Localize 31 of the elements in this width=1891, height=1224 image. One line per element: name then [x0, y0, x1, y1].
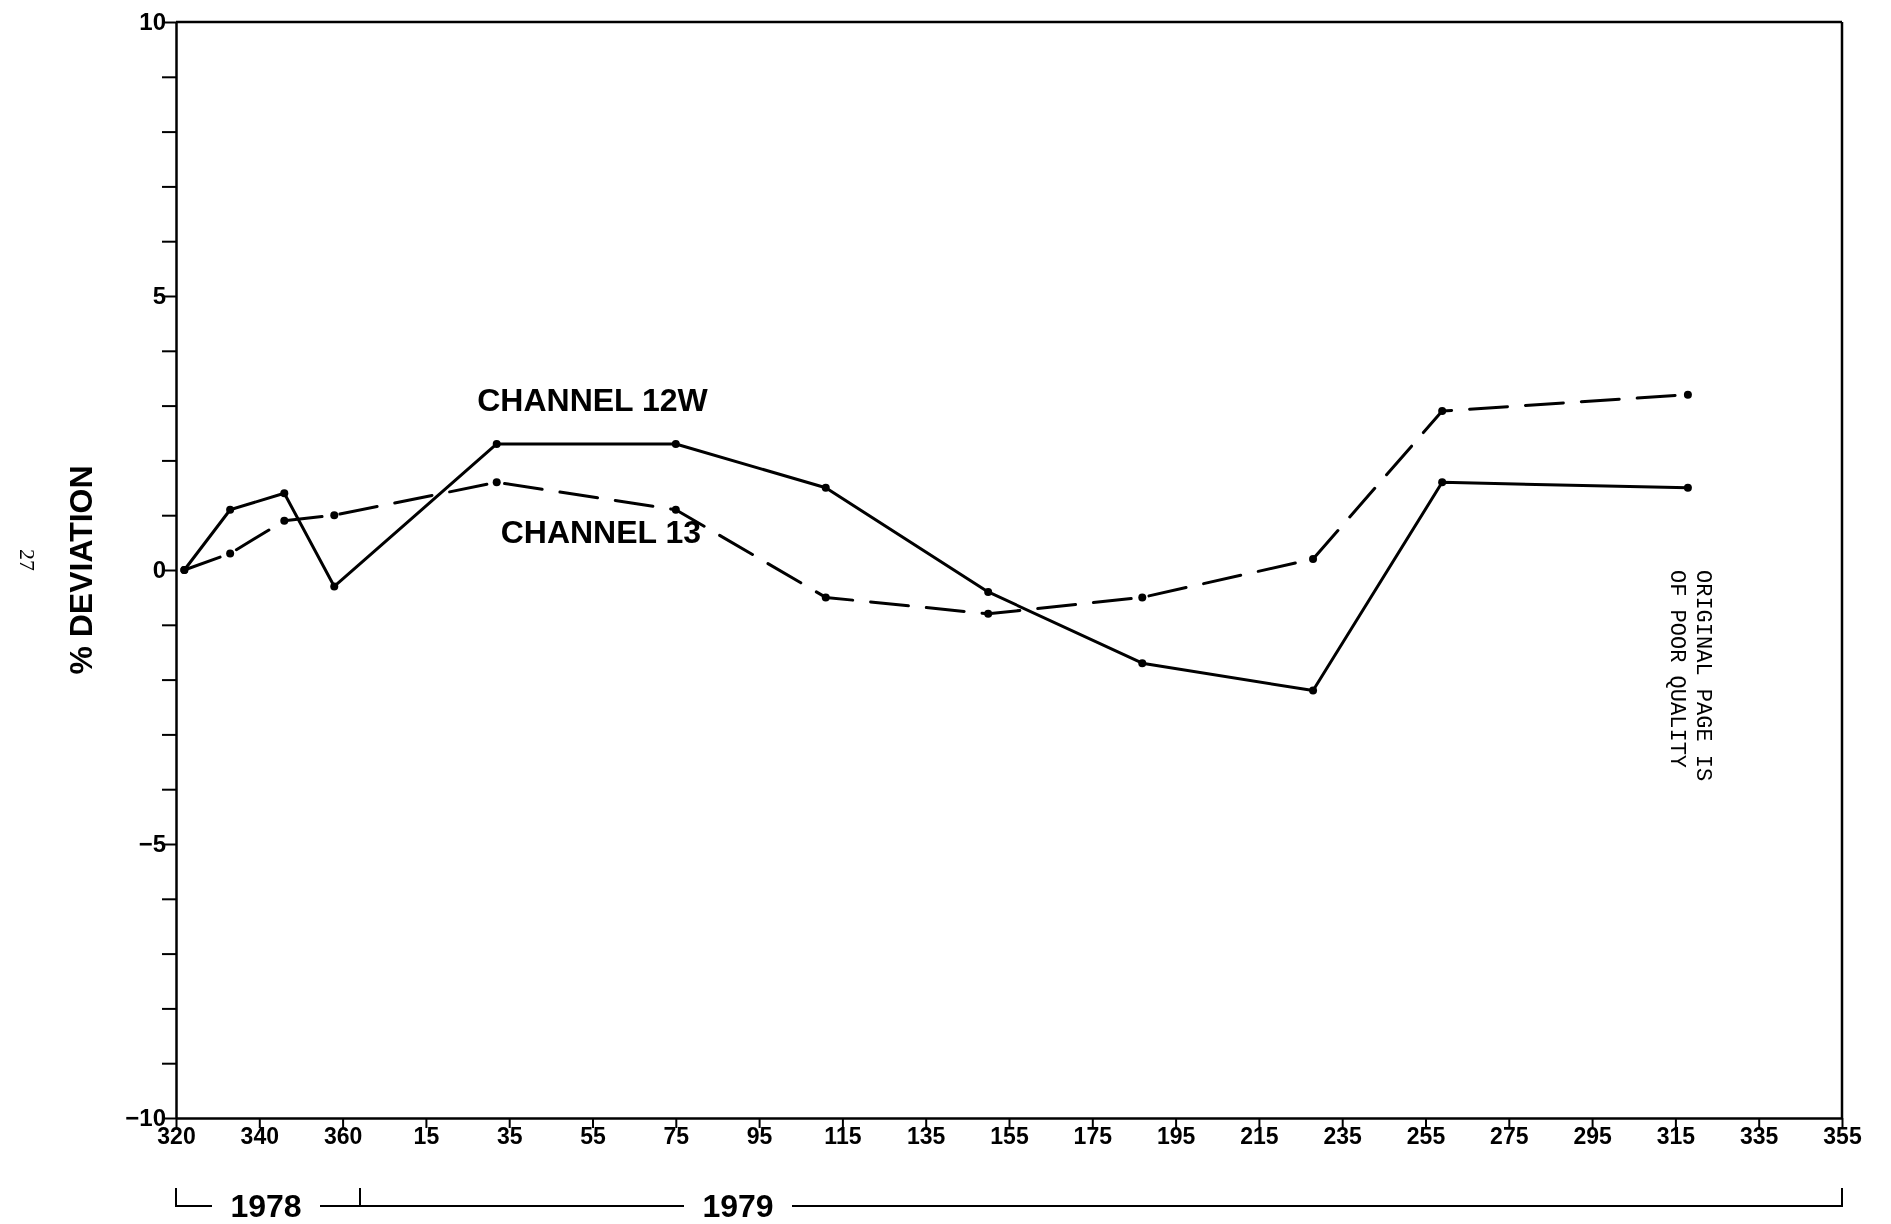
- annotation: ORIGINAL PAGE IS OF POOR QUALITY: [1664, 570, 1716, 782]
- series-label: CHANNEL 13: [500, 513, 701, 550]
- x-tick-label: 15: [413, 1123, 440, 1150]
- x-tick-label: 35: [496, 1123, 523, 1150]
- x-tick-label: 95: [746, 1123, 773, 1150]
- x-tick-label: 75: [663, 1123, 690, 1150]
- series-label: CHANNEL 12W: [477, 382, 709, 419]
- x-tick-label: 115: [824, 1123, 862, 1150]
- text: 27: [15, 549, 40, 571]
- y-tick-label: 5: [152, 282, 166, 310]
- x-tick-label: 295: [1573, 1123, 1612, 1150]
- x-tick-label: 215: [1240, 1123, 1279, 1150]
- x-tick-label: 335: [1740, 1123, 1779, 1150]
- x-tick-label: 55: [580, 1123, 606, 1150]
- y-axis-title: % DEVIATION: [63, 465, 99, 675]
- x-tick-label: 355: [1823, 1123, 1862, 1150]
- x-tick-label: 235: [1323, 1123, 1363, 1150]
- x-tick-label: 360: [323, 1123, 363, 1150]
- y-tick-label: 10: [139, 8, 166, 36]
- x-tick-label: 175: [1073, 1123, 1113, 1150]
- x-tick-label: 315: [1656, 1123, 1696, 1150]
- x-tick-label: 195: [1156, 1123, 1196, 1150]
- x-tick-label: 155: [990, 1123, 1029, 1150]
- y-tick-label: −5: [138, 830, 166, 858]
- text: 1978: [230, 1188, 302, 1224]
- x-tick-label: 135: [907, 1123, 946, 1150]
- text: 1979: [702, 1188, 774, 1224]
- x-tick-label: 275: [1490, 1123, 1529, 1150]
- y-tick-label: 0: [152, 556, 166, 584]
- x-tick-label: 255: [1406, 1123, 1446, 1150]
- x-tick-label: 340: [240, 1123, 279, 1150]
